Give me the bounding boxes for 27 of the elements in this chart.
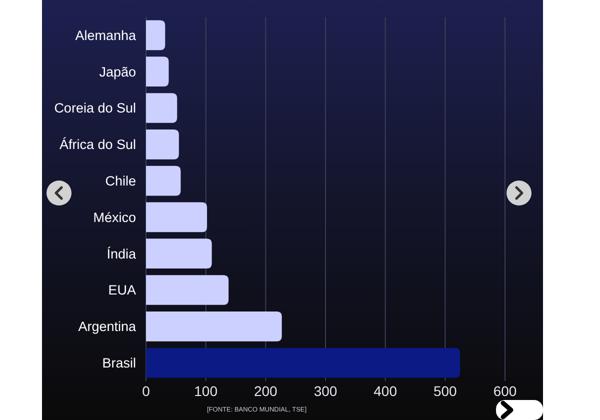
x-tick-label: 500 bbox=[433, 382, 458, 399]
bar bbox=[146, 166, 181, 196]
y-tick-label: África do Sul bbox=[59, 137, 136, 152]
bar bbox=[146, 348, 460, 378]
y-tick-label: EUA bbox=[108, 282, 136, 298]
bar bbox=[146, 129, 179, 160]
y-tick-label: Chile bbox=[105, 174, 136, 189]
bar bbox=[146, 56, 169, 87]
y-tick-label: Índia bbox=[106, 246, 136, 262]
bar bbox=[146, 238, 212, 269]
x-tick-label: 100 bbox=[194, 382, 218, 399]
x-tick-label: 300 bbox=[314, 382, 338, 399]
bar bbox=[146, 275, 229, 305]
x-tick-label: 200 bbox=[254, 382, 278, 399]
x-tick-label: 600 bbox=[493, 382, 517, 399]
x-tick-label: 400 bbox=[374, 382, 398, 399]
y-tick-label: Alemanha bbox=[75, 28, 136, 43]
y-tick-label: Brasil bbox=[102, 356, 136, 371]
y-tick-label: Argentina bbox=[78, 319, 136, 334]
y-tick-label: Coreia do Sul bbox=[54, 100, 136, 116]
bar bbox=[146, 20, 166, 50]
x-tick-label: 0 bbox=[142, 382, 150, 399]
bar bbox=[146, 93, 178, 123]
y-tick-label: Japão bbox=[99, 64, 136, 80]
y-tick-label: México bbox=[93, 210, 136, 225]
bar bbox=[146, 311, 282, 342]
bar bbox=[146, 202, 208, 232]
